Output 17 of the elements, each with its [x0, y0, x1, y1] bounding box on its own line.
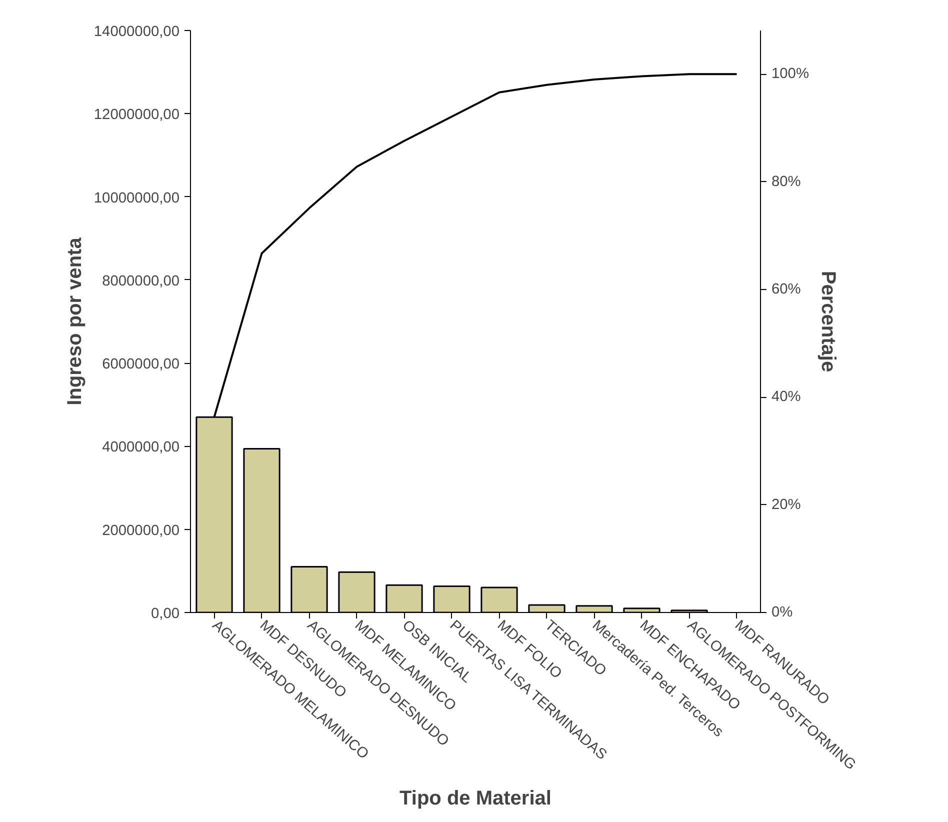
y2-tick-label: 60%	[772, 281, 801, 298]
y-tick-label: 8000000,00	[102, 273, 180, 290]
y2-tick-label: 100%	[772, 66, 809, 82]
y-tick-label: 0,00	[150, 606, 180, 622]
y2-tick-label: 40%	[772, 389, 801, 406]
y-tick-label: 10000000,00	[94, 190, 180, 206]
y-tick-label: 6000000,00	[102, 356, 180, 373]
y-tick-label: 2000000,00	[102, 522, 180, 539]
y-axis-title: Ingreso por venta	[64, 236, 86, 406]
y2-tick-label: 80%	[772, 174, 801, 190]
y-tick-label: 4000000,00	[102, 440, 180, 456]
y-tick-label: 12000000,00	[94, 107, 180, 124]
y2-tick-label: 0%	[772, 604, 793, 620]
y2-tick-label: 20%	[772, 496, 801, 513]
y2-axis-title: Percentaje	[816, 270, 839, 372]
x-axis-title: Tipo de Material	[400, 787, 552, 810]
y-tick-label: 14000000,00	[94, 24, 180, 40]
